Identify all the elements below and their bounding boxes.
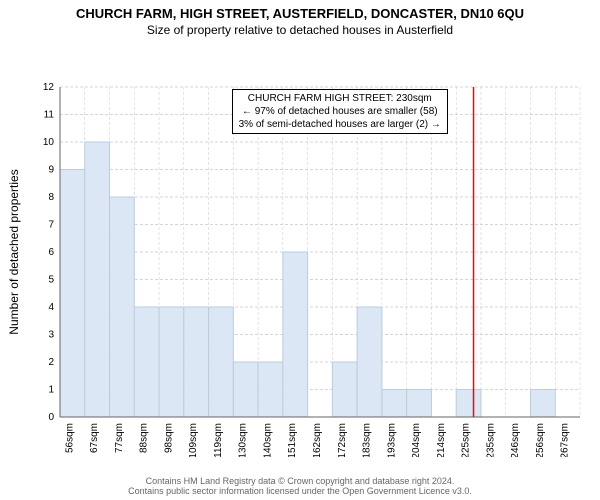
bar <box>159 307 184 417</box>
svg-text:98sqm: 98sqm <box>163 423 174 453</box>
bar <box>184 307 209 417</box>
svg-text:5: 5 <box>48 275 54 286</box>
svg-text:56sqm: 56sqm <box>64 423 75 453</box>
svg-text:8: 8 <box>48 192 54 203</box>
svg-text:267sqm: 267sqm <box>560 423 571 457</box>
annotation-box: CHURCH FARM HIGH STREET: 230sqm ← 97% of… <box>232 89 448 134</box>
annotation-line2: ← 97% of detached houses are smaller (58… <box>239 105 441 118</box>
bar <box>60 170 85 418</box>
svg-text:4: 4 <box>48 302 54 313</box>
svg-text:130sqm: 130sqm <box>238 423 249 457</box>
svg-text:162sqm: 162sqm <box>312 423 323 457</box>
property-size-chart: CHURCH FARM, HIGH STREET, AUSTERFIELD, D… <box>0 0 600 500</box>
svg-text:151sqm: 151sqm <box>287 423 298 457</box>
svg-text:10: 10 <box>43 137 55 148</box>
svg-text:1: 1 <box>48 385 54 396</box>
svg-text:172sqm: 172sqm <box>337 423 348 457</box>
svg-text:246sqm: 246sqm <box>510 423 521 457</box>
footer-line2: Contains public sector information licen… <box>0 486 600 496</box>
svg-text:204sqm: 204sqm <box>411 423 422 457</box>
svg-text:11: 11 <box>44 110 55 121</box>
svg-text:193sqm: 193sqm <box>386 423 397 457</box>
bar <box>110 197 135 417</box>
svg-text:67sqm: 67sqm <box>89 423 100 453</box>
svg-text:256sqm: 256sqm <box>535 423 546 457</box>
bar <box>283 252 308 417</box>
bar <box>407 390 432 418</box>
bar <box>357 307 382 417</box>
svg-text:214sqm: 214sqm <box>436 423 447 457</box>
svg-text:119sqm: 119sqm <box>213 423 224 457</box>
svg-text:183sqm: 183sqm <box>362 423 373 457</box>
annotation-line1: CHURCH FARM HIGH STREET: 230sqm <box>239 92 441 105</box>
svg-text:3: 3 <box>48 330 54 341</box>
y-axis-label: Number of detached properties <box>7 169 21 334</box>
svg-text:9: 9 <box>48 165 54 176</box>
bar <box>258 362 283 417</box>
svg-text:6: 6 <box>48 247 54 258</box>
bar <box>382 390 407 418</box>
svg-text:2: 2 <box>48 357 54 368</box>
svg-text:77sqm: 77sqm <box>114 423 125 453</box>
svg-text:109sqm: 109sqm <box>188 423 199 457</box>
svg-text:7: 7 <box>48 220 54 231</box>
bar <box>85 142 110 417</box>
bar <box>233 362 258 417</box>
bar <box>134 307 159 417</box>
bar <box>456 390 481 418</box>
svg-text:140sqm: 140sqm <box>262 423 273 457</box>
svg-text:225sqm: 225sqm <box>461 423 472 457</box>
svg-text:0: 0 <box>48 412 54 423</box>
svg-text:235sqm: 235sqm <box>485 423 496 457</box>
annotation-line3: 3% of semi-detached houses are larger (2… <box>239 118 441 131</box>
svg-text:12: 12 <box>43 82 55 93</box>
bar <box>530 390 555 418</box>
footer-line1: Contains HM Land Registry data © Crown c… <box>0 476 600 486</box>
bar <box>209 307 234 417</box>
svg-text:88sqm: 88sqm <box>139 423 150 453</box>
chart-footer: Contains HM Land Registry data © Crown c… <box>0 476 600 496</box>
chart-title: CHURCH FARM, HIGH STREET, AUSTERFIELD, D… <box>0 0 600 21</box>
chart-subtitle: Size of property relative to detached ho… <box>0 21 600 37</box>
bar <box>332 362 357 417</box>
